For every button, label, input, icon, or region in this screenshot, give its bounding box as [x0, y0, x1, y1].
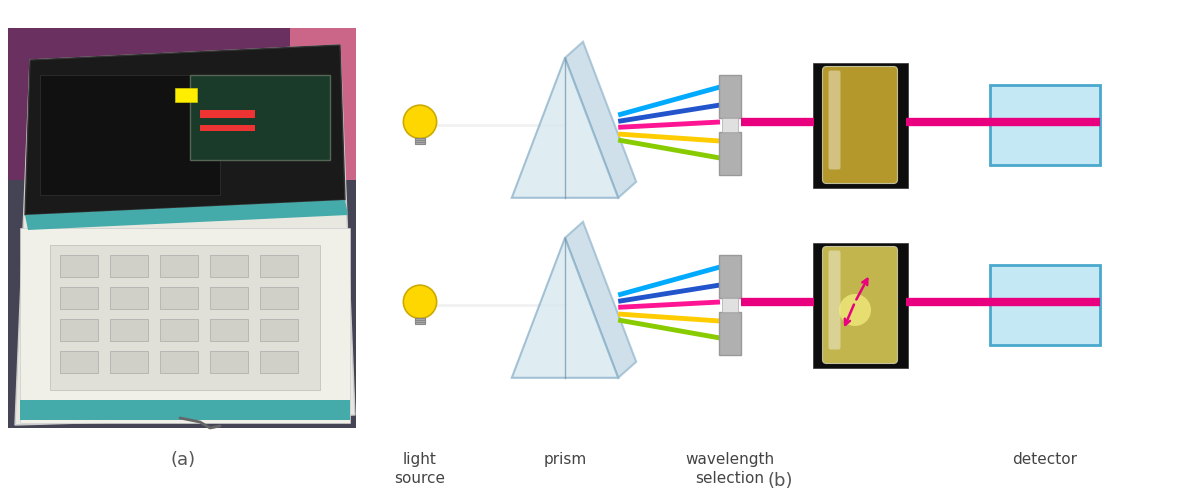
Bar: [40, 75, 220, 195]
Bar: [990, 265, 1100, 345]
Bar: [60, 255, 98, 277]
Bar: [722, 118, 739, 132]
Bar: [209, 287, 248, 309]
Bar: [20, 400, 350, 420]
Polygon shape: [25, 45, 345, 215]
Bar: [719, 75, 741, 118]
Bar: [813, 62, 907, 188]
Bar: [110, 351, 148, 373]
Polygon shape: [25, 200, 348, 230]
Polygon shape: [8, 28, 356, 180]
Bar: [50, 245, 320, 390]
Bar: [260, 287, 298, 309]
Bar: [110, 287, 148, 309]
Bar: [8, 28, 356, 428]
Text: light
source: light source: [395, 452, 445, 486]
Text: wavelength
selection: wavelength selection: [686, 452, 774, 486]
Bar: [60, 287, 98, 309]
Text: prism: prism: [543, 452, 587, 467]
FancyBboxPatch shape: [828, 250, 840, 349]
Bar: [160, 319, 198, 341]
Circle shape: [839, 294, 871, 326]
Bar: [415, 138, 425, 144]
Circle shape: [403, 105, 437, 138]
Polygon shape: [290, 28, 356, 180]
Bar: [200, 125, 255, 131]
Text: (a): (a): [170, 451, 195, 469]
Bar: [719, 255, 741, 298]
Bar: [209, 351, 248, 373]
Bar: [110, 319, 148, 341]
Bar: [209, 319, 248, 341]
Circle shape: [403, 285, 437, 318]
Bar: [200, 110, 255, 118]
Polygon shape: [16, 45, 356, 425]
Bar: [60, 319, 98, 341]
Polygon shape: [565, 42, 636, 198]
Bar: [160, 287, 198, 309]
Bar: [722, 298, 739, 312]
Bar: [110, 255, 148, 277]
FancyBboxPatch shape: [822, 247, 898, 363]
Polygon shape: [565, 222, 636, 378]
Bar: [260, 351, 298, 373]
Bar: [160, 351, 198, 373]
Bar: [20, 228, 350, 423]
Polygon shape: [512, 238, 618, 378]
Bar: [260, 319, 298, 341]
Text: detector: detector: [1013, 452, 1077, 467]
Bar: [415, 318, 425, 324]
Bar: [60, 351, 98, 373]
Bar: [190, 75, 330, 160]
Bar: [160, 255, 198, 277]
Bar: [719, 132, 741, 175]
Text: (b): (b): [767, 472, 792, 490]
FancyBboxPatch shape: [822, 66, 898, 184]
Polygon shape: [8, 180, 356, 428]
Bar: [175, 88, 198, 102]
Bar: [260, 255, 298, 277]
FancyBboxPatch shape: [828, 70, 840, 170]
Bar: [209, 255, 248, 277]
Bar: [719, 312, 741, 355]
Bar: [990, 85, 1100, 165]
Bar: [813, 243, 907, 367]
Polygon shape: [512, 58, 618, 198]
